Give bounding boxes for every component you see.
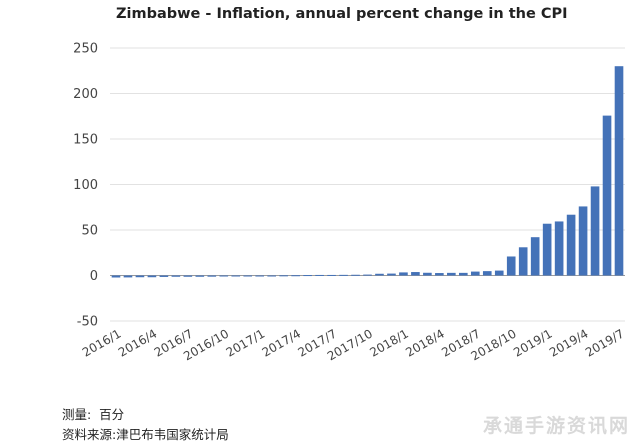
source-label: 资料来源: bbox=[62, 427, 117, 442]
bar-2016-5 bbox=[159, 275, 169, 277]
source-value: 津巴布韦国家统计局 bbox=[116, 427, 229, 442]
bar-2017-2 bbox=[267, 275, 276, 277]
y-tick-label: 200 bbox=[73, 87, 98, 102]
bar-2017-12 bbox=[387, 273, 396, 276]
unit-note: 测量: 百分 bbox=[62, 404, 124, 423]
bar-2016-10 bbox=[219, 275, 229, 277]
bar-2019-4 bbox=[578, 206, 588, 276]
x-tick-label: 2016/4 bbox=[116, 326, 160, 359]
watermark-text: 承通手游资讯网 bbox=[482, 415, 630, 437]
bar-2017-4 bbox=[291, 275, 300, 277]
source-note: 资料来源:津巴布韦国家统计局 bbox=[62, 424, 229, 443]
bars bbox=[111, 66, 624, 278]
bar-2018-1 bbox=[399, 272, 408, 276]
x-tick-label: 2017/1 bbox=[224, 326, 268, 359]
bar-2017-11 bbox=[375, 273, 384, 276]
bar-2016-4 bbox=[147, 275, 157, 278]
bar-2018-7 bbox=[470, 271, 480, 276]
unit-label: 测量: bbox=[62, 407, 92, 422]
bar-2018-3 bbox=[423, 272, 432, 276]
y-tick-label: 0 bbox=[90, 269, 98, 284]
x-tick-label: 2016/1 bbox=[80, 326, 124, 359]
bar-2017-8 bbox=[339, 274, 348, 276]
x-tick-label: 2019/4 bbox=[547, 326, 591, 359]
bar-2018-11 bbox=[518, 247, 528, 276]
bar-2019-1 bbox=[542, 223, 552, 276]
x-tick-label: 2018/1 bbox=[367, 326, 411, 359]
bar-2017-10 bbox=[363, 274, 372, 276]
bar-2017-3 bbox=[279, 275, 288, 277]
y-tick-label: 50 bbox=[81, 224, 98, 239]
bar-2016-12 bbox=[243, 275, 253, 277]
bar-2017-9 bbox=[351, 274, 360, 276]
bar-2019-7 bbox=[614, 66, 624, 276]
bar-2016-2 bbox=[123, 275, 133, 278]
bar-2016-6 bbox=[171, 275, 181, 277]
bar-2018-5 bbox=[447, 272, 456, 276]
bar-2018-9 bbox=[494, 270, 504, 276]
x-tick-label: 2019/7 bbox=[583, 326, 627, 359]
bar-2018-12 bbox=[530, 237, 540, 276]
y-tick-label: 250 bbox=[73, 42, 98, 57]
bar-2017-5 bbox=[303, 275, 312, 277]
y-axis-ticks: -50 0 50 100 150 200 250 bbox=[73, 42, 98, 330]
chart-title: Zimbabwe - Inflation, annual percent cha… bbox=[116, 6, 568, 22]
bar-2016-11 bbox=[231, 275, 241, 277]
x-tick-label: 2018/4 bbox=[403, 326, 447, 359]
y-tick-label: -50 bbox=[77, 315, 98, 330]
y-tick-label: 100 bbox=[73, 178, 98, 193]
y-tick-label: 150 bbox=[73, 133, 98, 148]
bar-2016-8 bbox=[195, 275, 205, 277]
gridlines bbox=[110, 47, 625, 322]
bar-2018-2 bbox=[411, 272, 420, 276]
x-axis-ticks: 2016/12016/42016/72016/102017/12017/4201… bbox=[80, 326, 627, 363]
bar-2018-8 bbox=[482, 271, 492, 276]
bar-2017-7 bbox=[327, 274, 336, 276]
bar-2016-9 bbox=[207, 275, 217, 277]
unit-value: 百分 bbox=[99, 407, 125, 422]
bar-2019-2 bbox=[554, 221, 564, 276]
bar-2018-10 bbox=[506, 256, 516, 276]
bar-2017-1 bbox=[255, 275, 265, 277]
x-tick-label: 2019/1 bbox=[511, 326, 555, 359]
x-tick-label: 2017/4 bbox=[260, 326, 304, 359]
bar-2018-4 bbox=[435, 273, 444, 276]
bar-2019-6 bbox=[602, 115, 612, 276]
bar-2019-3 bbox=[566, 214, 576, 276]
bar-2018-6 bbox=[459, 272, 468, 276]
bar-2016-3 bbox=[135, 275, 145, 278]
bar-2016-7 bbox=[183, 275, 193, 277]
bar-2017-6 bbox=[315, 274, 324, 276]
bar-2019-5 bbox=[590, 186, 600, 276]
bar-2016-1 bbox=[111, 275, 121, 278]
